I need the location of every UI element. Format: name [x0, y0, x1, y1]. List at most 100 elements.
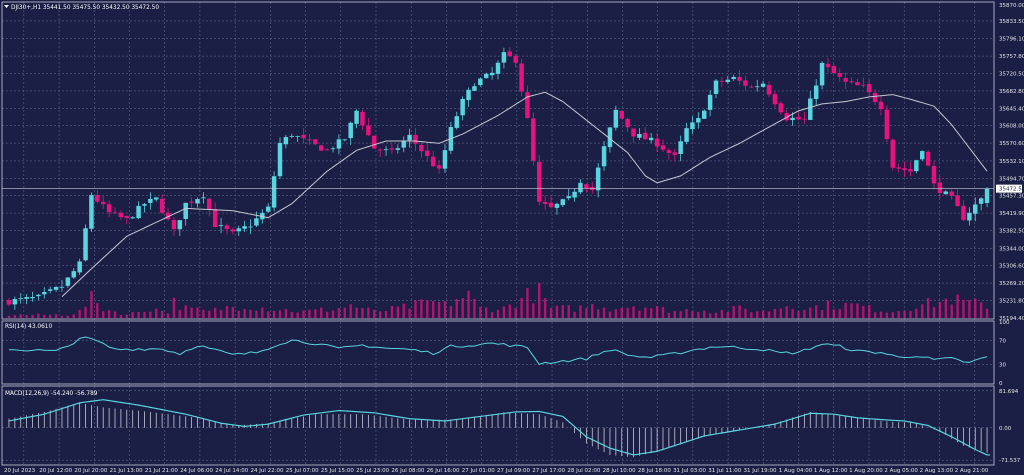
- volume-bar: [208, 310, 211, 318]
- price-tick-label: 35494.70: [999, 176, 1024, 182]
- price-tick-label: 35720.50: [999, 71, 1024, 77]
- volume-bar: [655, 306, 659, 318]
- volume-bar: [49, 314, 52, 318]
- time-tick-label: 26 Jul 08:00: [391, 468, 424, 474]
- candle-body: [914, 160, 919, 172]
- volume-bar: [950, 304, 953, 318]
- volume-bar: [131, 311, 134, 318]
- volume-bar: [66, 315, 70, 318]
- candle-body: [154, 197, 159, 200]
- time-tick-label: 25 Jul 23:00: [356, 468, 389, 474]
- volume-bar: [773, 308, 777, 318]
- time-tick-label: 25 Jul 07:00: [286, 468, 319, 474]
- candle-body: [796, 116, 801, 120]
- candle-layer[interactable]: [6, 47, 990, 311]
- volume-bar: [443, 301, 447, 318]
- time-tick-label: 31 Jul 19:00: [744, 468, 777, 474]
- candle-body: [6, 300, 12, 305]
- candle-body: [766, 84, 772, 95]
- candle-body: [802, 118, 807, 120]
- macd-tick-label: 81.694: [999, 389, 1019, 395]
- time-tick-label: 21 Jul 21:00: [145, 468, 178, 474]
- candle-body: [242, 226, 247, 229]
- candle-body: [537, 161, 542, 202]
- candle-body: [660, 145, 666, 150]
- candle-body: [372, 135, 377, 149]
- volume-bar: [815, 305, 818, 318]
- volume-bar: [149, 311, 152, 318]
- volume-bar: [90, 291, 93, 318]
- candle-body: [472, 86, 477, 91]
- volume-bar: [638, 310, 641, 318]
- volume-bar: [414, 300, 417, 318]
- volume-bar: [844, 302, 847, 318]
- candle-body: [395, 148, 401, 150]
- main-panel-border: [1, 1, 995, 320]
- price-tick-label: 35457.30: [999, 194, 1024, 200]
- volume-bar: [184, 305, 187, 318]
- volume-bar: [732, 305, 735, 318]
- candle-body: [507, 51, 513, 57]
- volume-bar: [897, 311, 900, 318]
- candle-body: [383, 149, 389, 151]
- candle-body: [772, 94, 778, 105]
- volume-bar: [932, 307, 936, 318]
- candle-body: [519, 63, 524, 92]
- volume-bar: [13, 315, 17, 318]
- candle-body: [701, 110, 707, 119]
- candle-body: [672, 152, 678, 155]
- candle-body: [218, 225, 224, 227]
- rsi-level-label: 100: [999, 320, 1010, 326]
- volume-bar: [325, 311, 329, 318]
- volume-bar: [526, 287, 529, 318]
- candle-body: [265, 206, 271, 212]
- time-tick-label: 24 Jul 22:00: [251, 468, 284, 474]
- candle-body: [330, 148, 336, 150]
- volume-bar: [302, 310, 305, 318]
- candle-body: [861, 84, 866, 86]
- volume-bar: [650, 308, 653, 318]
- price-tick-label: 35570.60: [999, 141, 1024, 147]
- symbol-dropdown-icon[interactable]: [4, 5, 9, 8]
- candle-body: [118, 212, 124, 218]
- volume-bar: [426, 300, 429, 318]
- volume-bar: [962, 299, 965, 318]
- candle-body: [130, 217, 135, 219]
- macd-tick-label: 0.00: [999, 426, 1012, 432]
- candle-body: [908, 169, 913, 172]
- volume-bar: [697, 311, 700, 318]
- macd-panel-border: [1, 385, 995, 466]
- candle-body: [637, 133, 642, 138]
- rsi-level-label: 0: [999, 381, 1003, 387]
- candle-body: [483, 73, 489, 79]
- axis-layer: 35870.00 35833.50 35796.10 35757.80 35720.50…: [2, 3, 1024, 474]
- volume-bar: [308, 309, 311, 318]
- volume-bar: [337, 308, 341, 318]
- time-tick-label: 28 Jul 18:00: [638, 468, 671, 474]
- time-tick-label: 2 Aug 21:00: [955, 468, 989, 474]
- candle-body: [513, 55, 518, 63]
- time-tick-label: 20 Jul 12:00: [39, 468, 72, 474]
- candle-body: [749, 86, 754, 88]
- volume-bar: [249, 309, 252, 318]
- volume-bar: [455, 299, 458, 318]
- candle-body: [696, 118, 701, 123]
- candle-body: [189, 201, 194, 203]
- moving-average-layer: [61, 91, 988, 297]
- volume-bar: [685, 309, 688, 318]
- volume-bar: [885, 312, 889, 318]
- rsi-label: RSI(14) 43.0610: [5, 324, 52, 330]
- candle-body: [690, 122, 695, 130]
- time-tick-label: 24 Jul 06:00: [180, 468, 213, 474]
- volume-bar: [868, 305, 871, 318]
- candle-body: [819, 62, 825, 86]
- candle-body: [831, 65, 837, 74]
- volume-bar: [903, 310, 906, 318]
- candle-body: [313, 139, 318, 145]
- volume-bar: [514, 307, 517, 318]
- time-tick-label: 1 Aug 12:00: [814, 468, 848, 474]
- volume-bar: [43, 314, 46, 318]
- volume-bar: [343, 307, 346, 318]
